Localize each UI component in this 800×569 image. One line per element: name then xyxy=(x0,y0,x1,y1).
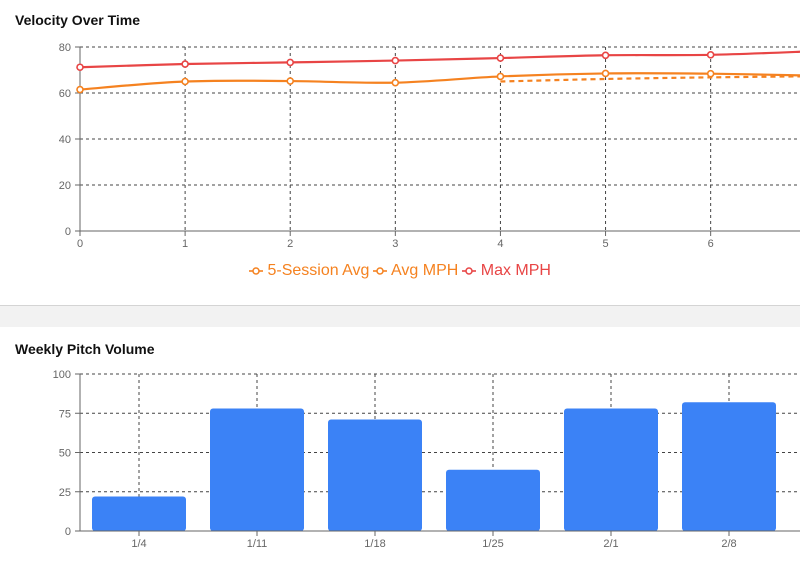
data-point[interactable] xyxy=(706,69,715,78)
panel-divider xyxy=(0,305,800,327)
series-line xyxy=(79,72,800,91)
legend-label: 5-Session Avg xyxy=(263,262,370,279)
data-point[interactable] xyxy=(286,77,295,85)
data-point[interactable] xyxy=(286,58,295,67)
y-tick-label: 50 xyxy=(59,448,71,460)
data-point[interactable] xyxy=(706,51,715,59)
data-point[interactable] xyxy=(391,78,400,87)
y-tick-label: 60 xyxy=(59,88,71,100)
bar[interactable] xyxy=(446,469,540,531)
bar[interactable] xyxy=(564,408,658,531)
data-point[interactable] xyxy=(601,51,610,60)
bar[interactable] xyxy=(682,402,776,531)
legend-marker-icon xyxy=(249,267,264,275)
x-tick-label: 1/25 xyxy=(482,538,503,550)
legend-item[interactable]: Max MPH xyxy=(462,262,551,280)
data-point[interactable] xyxy=(181,77,189,86)
y-tick-label: 0 xyxy=(65,226,71,238)
legend-item[interactable]: 5-Session Avg xyxy=(249,262,369,280)
data-point[interactable] xyxy=(496,54,505,62)
series-line xyxy=(79,50,800,69)
data-point[interactable] xyxy=(76,63,84,72)
volume-chart-title: Weekly Pitch Volume xyxy=(15,341,155,357)
bar[interactable] xyxy=(328,419,422,531)
velocity-chart-panel: Velocity Over Time 0 20 40 60 80 0 1 2 3 4 5 6 5-Se… xyxy=(0,12,800,280)
x-tick-label: 2/1 xyxy=(603,538,618,550)
velocity-chart-title: Velocity Over Time xyxy=(15,12,141,28)
legend-label: Avg MPH xyxy=(387,262,459,279)
bar[interactable] xyxy=(210,408,304,531)
x-tick-label: 1 xyxy=(182,238,188,250)
x-tick-label: 1/11 xyxy=(247,538,268,550)
series-max-mph xyxy=(76,50,800,72)
x-tick-label: 2/8 xyxy=(721,538,736,550)
y-tick-label: 20 xyxy=(59,180,71,192)
volume-chart-panel: Weekly Pitch Volume 0 25 50 75 100 1/4 1/11 1/1… xyxy=(0,327,800,569)
y-tick-label: 0 xyxy=(65,526,71,538)
x-tick-label: 5 xyxy=(602,238,608,250)
data-point[interactable] xyxy=(391,56,400,65)
x-tick-label: 2 xyxy=(287,238,293,250)
y-tick-label: 25 xyxy=(59,487,71,499)
legend-label: Max MPH xyxy=(476,262,551,279)
x-tick-label: 4 xyxy=(497,238,503,250)
x-tick-label: 6 xyxy=(708,238,714,250)
x-tick-label: 1/18 xyxy=(364,538,385,550)
data-point[interactable] xyxy=(181,60,189,68)
data-point[interactable] xyxy=(496,72,505,81)
series-5-session-avg xyxy=(500,75,800,83)
y-tick-label: 40 xyxy=(59,134,71,146)
bar[interactable] xyxy=(92,496,186,531)
y-tick-label: 80 xyxy=(59,42,71,54)
legend-item[interactable]: Avg MPH xyxy=(373,262,458,280)
x-tick-label: 0 xyxy=(77,238,83,250)
velocity-legend: 5-Session Avg Avg MPH Max MPH xyxy=(0,262,800,280)
legend-marker-icon xyxy=(373,267,388,275)
data-point[interactable] xyxy=(601,69,610,78)
series-avg-mph xyxy=(76,69,800,94)
data-point[interactable] xyxy=(76,85,84,94)
legend-marker-icon xyxy=(462,267,477,275)
x-tick-label: 1/4 xyxy=(131,538,146,550)
y-tick-label: 75 xyxy=(59,408,71,420)
series-line xyxy=(500,75,800,83)
y-tick-label: 100 xyxy=(53,369,71,381)
velocity-chart: 0 20 40 60 80 0 1 2 3 4 5 6 xyxy=(59,42,800,250)
x-tick-label: 3 xyxy=(392,238,398,250)
